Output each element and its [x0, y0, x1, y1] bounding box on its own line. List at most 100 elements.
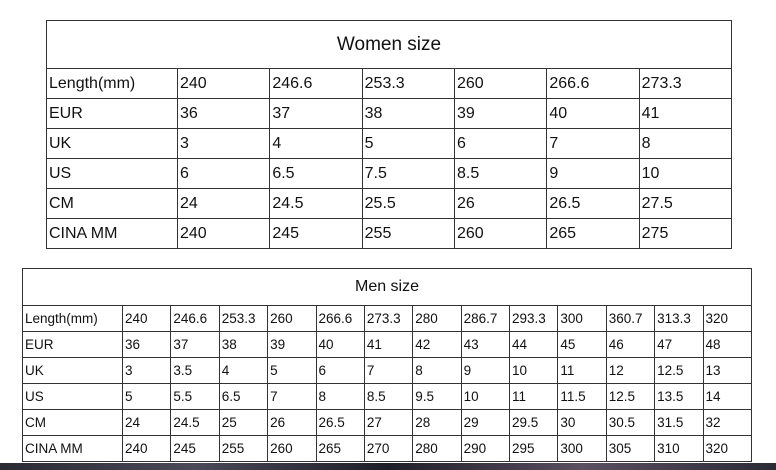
table-cell: 36: [176, 98, 271, 129]
table-cell: 45: [557, 331, 607, 358]
table-cell: 7: [546, 128, 640, 159]
table-cell: 245: [269, 218, 363, 249]
table-cell: 24.5: [269, 188, 363, 219]
table-row: US 5 5.5 6.5 7 8 8.5 9.5 10 11 11.5 12.5 13.5 14: [22, 383, 752, 410]
table-cell: 28: [412, 409, 462, 436]
table-cell: 3.5: [170, 357, 220, 384]
table-cell: 5: [121, 383, 172, 410]
table-cell: 360.7: [605, 305, 656, 332]
row-label: US: [46, 158, 178, 189]
table-cell: 36: [121, 331, 172, 358]
men-size-title: Men size: [22, 268, 752, 306]
table-cell: 9: [546, 158, 640, 189]
row-label: CINA MM: [22, 435, 123, 462]
table-cell: 260: [453, 218, 548, 249]
table-cell: 246.6: [170, 305, 220, 332]
table-cell: 29.5: [508, 409, 559, 436]
table-cell: 280: [412, 305, 462, 332]
table-cell: 6.5: [218, 383, 269, 410]
table-cell: 48: [702, 331, 752, 358]
row-label: EUR: [22, 331, 123, 358]
table-cell: 11.5: [557, 383, 607, 410]
table-cell: 4: [269, 128, 363, 159]
table-cell: 5: [267, 357, 317, 384]
table-cell: 305: [605, 435, 656, 462]
table-row: EUR 36 37 38 39 40 41 42 43 44 45 46 47 48: [22, 331, 752, 358]
table-cell: 13.5: [654, 383, 704, 410]
table-cell: 260: [267, 435, 317, 462]
table-cell: 41: [638, 98, 733, 129]
table-cell: 266.6: [315, 305, 365, 332]
row-label: EUR: [46, 98, 178, 129]
table-cell: 12.5: [605, 383, 656, 410]
table-cell: 245: [170, 435, 220, 462]
table-cell: 8.5: [453, 158, 548, 189]
table-cell: 9.5: [412, 383, 462, 410]
table-cell: 260: [453, 68, 548, 99]
table-cell: 12.5: [654, 357, 704, 384]
table-cell: 6: [315, 357, 365, 384]
table-cell: 300: [557, 435, 607, 462]
table-row: EUR 36 37 38 39 40 41: [46, 98, 733, 129]
table-cell: 9: [460, 357, 511, 384]
table-cell: 46: [605, 331, 656, 358]
table-cell: 27: [363, 409, 414, 436]
table-cell: 8: [315, 383, 365, 410]
table-cell: 24: [176, 188, 271, 219]
table-cell: 30: [557, 409, 607, 436]
table-row: CINA MM 240 245 255 260 265 270 280 290 295 300 305…: [22, 435, 752, 462]
table-cell: 240: [121, 305, 172, 332]
table-cell: 40: [546, 98, 640, 129]
table-cell: 255: [218, 435, 269, 462]
table-cell: 13: [702, 357, 752, 384]
table-cell: 240: [121, 435, 172, 462]
table-cell: 10: [638, 158, 733, 189]
table-cell: 39: [267, 331, 317, 358]
table-cell: 6: [176, 158, 271, 189]
table-cell: 255: [361, 218, 455, 249]
table-cell: 7: [363, 357, 414, 384]
table-cell: 253.3: [361, 68, 455, 99]
table-cell: 26: [453, 188, 548, 219]
row-label: Length(mm): [22, 305, 123, 332]
table-cell: 260: [267, 305, 317, 332]
table-cell: 26.5: [546, 188, 640, 219]
table-cell: 273.3: [638, 68, 733, 99]
table-cell: 5: [361, 128, 455, 159]
table-cell: 10: [460, 383, 511, 410]
table-cell: 240: [176, 68, 271, 99]
table-cell: 31.5: [654, 409, 704, 436]
table-cell: 320: [702, 435, 752, 462]
table-row: CINA MM 240 245 255 260 265 275: [46, 218, 733, 249]
table-cell: 286.7: [460, 305, 511, 332]
table-cell: 14: [702, 383, 752, 410]
table-cell: 25: [218, 409, 269, 436]
table-row: UK 3 4 5 6 7 8: [46, 128, 733, 159]
table-cell: 253.3: [218, 305, 269, 332]
table-cell: 42: [412, 331, 462, 358]
table-row: CM 24 24.5 25.5 26 26.5 27.5: [46, 188, 733, 219]
table-cell: 38: [361, 98, 455, 129]
table-cell: 6: [453, 128, 548, 159]
table-cell: 266.6: [546, 68, 640, 99]
row-label: UK: [46, 128, 178, 159]
table-cell: 295: [508, 435, 559, 462]
table-cell: 24.5: [170, 409, 220, 436]
table-cell: 270: [363, 435, 414, 462]
table-cell: 293.3: [508, 305, 559, 332]
table-cell: 44: [508, 331, 559, 358]
table-cell: 47: [654, 331, 704, 358]
table-cell: 32: [702, 409, 752, 436]
table-cell: 25.5: [361, 188, 455, 219]
table-cell: 246.6: [269, 68, 363, 99]
table-cell: 273.3: [363, 305, 414, 332]
table-cell: 41: [363, 331, 414, 358]
table-cell: 39: [453, 98, 548, 129]
row-label: CINA MM: [46, 218, 178, 249]
table-cell: 6.5: [269, 158, 363, 189]
table-cell: 5.5: [170, 383, 220, 410]
table-row: Length(mm) 240 246.6 253.3 260 266.6 273.3: [46, 68, 733, 99]
row-label: US: [22, 383, 123, 410]
table-cell: 26: [267, 409, 317, 436]
table-cell: 11: [508, 383, 559, 410]
